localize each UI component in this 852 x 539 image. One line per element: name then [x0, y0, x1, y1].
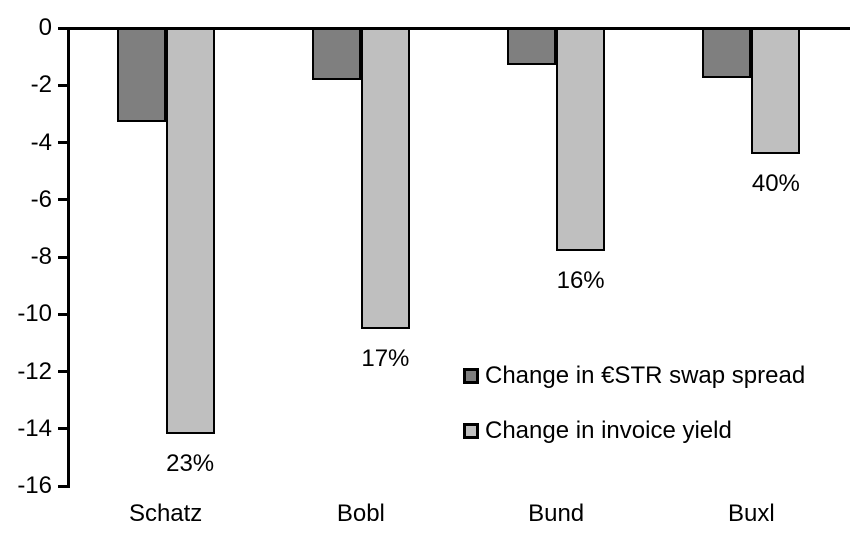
category-label-schatz: Schatz: [128, 500, 203, 527]
category-label-bund: Bund: [528, 500, 585, 527]
legend-item: Change in €STR swap spread: [463, 362, 805, 390]
y-axis-tick: [58, 312, 68, 316]
y-axis-tick-label: -8: [30, 243, 52, 270]
y-axis-tick: [58, 198, 68, 202]
category-label-buxl: Buxl: [728, 500, 775, 527]
legend-swatch-dark: [463, 368, 479, 384]
data-label: 17%: [361, 344, 410, 372]
legend-label: Change in €STR swap spread: [485, 362, 806, 389]
y-axis-tick-label: -16: [17, 472, 52, 499]
y-axis-tick-label: 0: [38, 14, 52, 41]
bar-swap-spread-bobl: [311, 28, 361, 80]
bar-swap-spread-bund: [507, 28, 557, 66]
y-axis-tick: [58, 370, 68, 373]
x-axis-line: [66, 26, 850, 30]
data-label: 16%: [556, 267, 605, 295]
bar-invoice-yield-schatz: [165, 28, 215, 435]
y-axis-tick-label: -6: [30, 185, 52, 213]
bar-invoice-yield-buxl: [751, 28, 801, 154]
legend-swatch-light: [463, 423, 479, 439]
y-axis-tick: [58, 255, 68, 259]
y-axis-tick: [58, 141, 68, 144]
bar-invoice-yield-bobl: [360, 28, 410, 329]
bar-swap-spread-schatz: [116, 28, 166, 123]
y-axis-tick-label: -4: [30, 128, 52, 156]
bar-invoice-yield-bund: [556, 28, 606, 252]
category-label-bobl: Bobl: [336, 500, 385, 527]
legend-item: Change in invoice yield: [463, 417, 805, 445]
data-label: 40%: [751, 169, 800, 197]
y-axis-line: [66, 26, 70, 488]
y-axis-tick-label: -2: [30, 71, 52, 99]
bar-swap-spread-buxl: [702, 28, 752, 79]
y-axis-tick: [58, 26, 68, 30]
y-axis-tick: [58, 484, 68, 488]
legend-label: Change in invoice yield: [485, 417, 732, 444]
y-axis-tick-label: -14: [17, 414, 52, 442]
y-axis-tick-label: -10: [17, 300, 52, 328]
y-axis-tick-label: -12: [17, 357, 52, 385]
y-axis-tick: [58, 83, 68, 87]
y-axis-tick: [58, 427, 68, 431]
legend: Change in €STR swap spread Change in inv…: [463, 362, 805, 445]
data-label: 23%: [166, 450, 215, 478]
